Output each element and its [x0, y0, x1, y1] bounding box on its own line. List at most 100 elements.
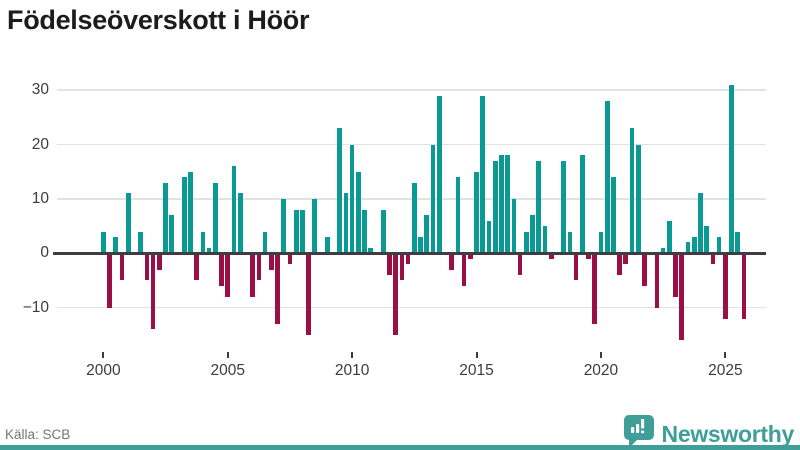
bar: [455, 177, 461, 254]
bar: [262, 231, 268, 254]
bar: [548, 253, 554, 259]
bar: [654, 253, 660, 308]
bar: [337, 128, 343, 254]
bar: [642, 253, 647, 286]
x-axis-tick: [102, 352, 105, 358]
zero-axis-line: [53, 251, 766, 255]
bar: [461, 253, 467, 286]
gridline: [57, 143, 766, 146]
bar: [119, 253, 125, 281]
bar: [101, 231, 106, 254]
bar: [399, 253, 405, 281]
x-axis-tick: [724, 352, 727, 358]
bar: [356, 171, 361, 254]
bar: [486, 220, 492, 254]
bar: [567, 231, 573, 254]
page-title: Födelseöverskott i Höör: [7, 5, 310, 35]
x-axis-tick-label: 2005: [210, 362, 245, 379]
bar: [237, 193, 243, 254]
gridline: [57, 89, 766, 91]
bar: [579, 155, 585, 254]
bar: [281, 198, 287, 254]
source-note: Källa: SCB: [5, 427, 71, 442]
bar: [673, 253, 678, 297]
bar: [250, 253, 255, 297]
bar: [492, 160, 498, 254]
bar: [256, 253, 262, 281]
bar: [349, 144, 355, 254]
bar: [418, 236, 423, 254]
bar: [293, 209, 299, 254]
bar: [598, 231, 604, 254]
bar: [405, 253, 411, 265]
bar: [194, 253, 199, 281]
bar: [188, 171, 193, 254]
bar: [150, 253, 156, 330]
bar: [387, 253, 392, 276]
bar: [412, 182, 417, 254]
bottom-brand-bar: [0, 445, 800, 450]
bar: [324, 236, 330, 254]
bar: [225, 253, 231, 297]
bar: [212, 182, 218, 254]
bar: [505, 155, 510, 254]
bar-chart-badge-icon: [623, 415, 654, 450]
x-axis-tick-label: 2025: [708, 362, 743, 379]
bar: [523, 231, 529, 254]
bar: [604, 100, 610, 254]
bar: [107, 253, 112, 308]
bar: [467, 253, 473, 259]
bar: [710, 253, 716, 265]
bar: [611, 177, 616, 254]
bar: [368, 247, 374, 254]
bar: [268, 253, 274, 270]
bar: [393, 253, 399, 335]
bar: [685, 242, 691, 254]
bar: [635, 144, 641, 254]
newsworthy-logo-text: Newsworthy: [661, 420, 795, 447]
gridline: [57, 306, 766, 309]
bar: [219, 253, 224, 286]
x-axis-tick-label: 2000: [86, 362, 121, 379]
bar: [206, 247, 212, 254]
bar: [362, 209, 367, 254]
y-axis-tick-label: 20: [31, 135, 49, 153]
bar: [691, 236, 697, 254]
x-axis-tick-label: 2020: [583, 362, 619, 379]
bar: [517, 253, 523, 276]
bar: [592, 253, 598, 325]
bar: [430, 144, 436, 254]
bar: [231, 166, 237, 254]
bar: [163, 182, 168, 254]
bar: [511, 198, 517, 254]
bar: [138, 231, 143, 254]
x-axis-tick: [226, 352, 229, 358]
bar: [561, 160, 566, 254]
bar: [181, 177, 187, 254]
x-axis-tick: [475, 352, 478, 358]
bar: [380, 209, 386, 254]
x-axis-tick: [599, 352, 602, 358]
bar: [716, 236, 722, 254]
bar: [312, 198, 318, 254]
x-axis-tick: [351, 352, 354, 358]
gridline: [57, 198, 766, 200]
bar: [300, 209, 305, 254]
bar: [660, 247, 666, 254]
bar: [623, 253, 629, 265]
y-axis-tick-label: −10: [22, 298, 49, 316]
y-axis-tick-label: 10: [31, 189, 49, 207]
bar: [536, 160, 542, 254]
bar: [530, 215, 535, 254]
bar: [629, 128, 635, 254]
bar: [679, 253, 685, 341]
x-axis-tick-label: 2010: [334, 362, 370, 379]
bar: [275, 253, 280, 325]
y-axis-tick-label: 0: [40, 244, 49, 262]
newsworthy-logo: Newsworthy: [623, 415, 795, 450]
bar: [474, 171, 479, 254]
bar: [306, 253, 311, 335]
bar: [704, 226, 710, 254]
